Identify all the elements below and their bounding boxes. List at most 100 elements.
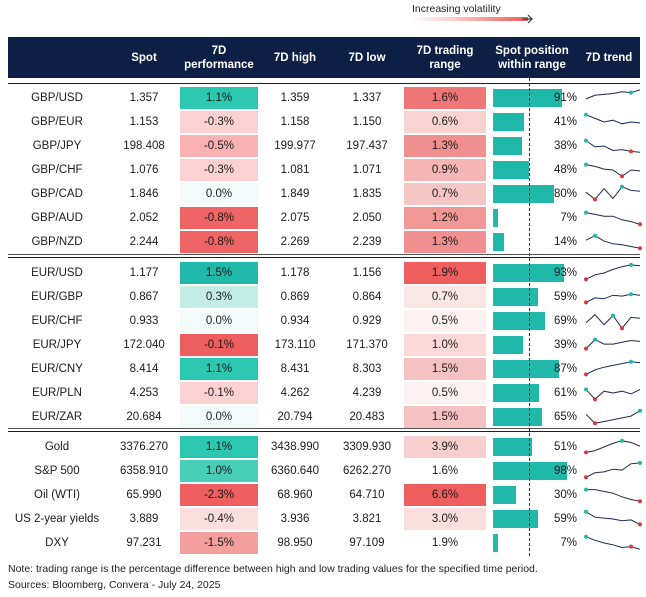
header-spot: Spot	[131, 51, 157, 64]
spot-position-value: 93%	[553, 267, 577, 279]
trend-low-dot	[620, 174, 624, 179]
cell-name: EUR/USD	[31, 267, 83, 279]
trend-high-dot	[629, 359, 633, 364]
trend-high-dot	[584, 162, 588, 167]
trend-low-dot	[584, 277, 588, 282]
cell-spot: 2.244	[129, 236, 159, 248]
cell-name: GBP/CHF	[31, 164, 83, 176]
spot-position-bar	[493, 185, 554, 203]
cell-name: GBP/AUD	[31, 212, 83, 224]
spot-position-value: 91%	[553, 92, 577, 104]
cell-spot: 8.414	[129, 363, 159, 375]
trend-sparkline	[584, 210, 642, 227]
header-7d-high: 7D high	[273, 51, 317, 64]
cell-perf: -0.3%	[180, 159, 258, 181]
trend-line	[585, 114, 641, 125]
trend-low-dot	[593, 197, 597, 202]
cell-name: EUR/GBP	[31, 291, 83, 303]
spot-position-cell: 93%	[493, 262, 577, 284]
cell-spot: 1.076	[129, 164, 159, 176]
trend-low-dot	[584, 372, 588, 377]
cell-range: 1.2%	[404, 207, 486, 229]
cell-spot: 1.846	[129, 188, 159, 200]
cell-spot: 97.231	[126, 537, 162, 549]
trend-sparkline	[585, 89, 641, 100]
table-row: S&P 500 6358.910 1.0% 6360.640 6262.270 1.6% 9…	[8, 460, 642, 482]
cell-spot: 2.052	[129, 212, 159, 224]
spot-position-bar	[493, 462, 568, 480]
cell-name: US 2-year yields	[14, 513, 100, 525]
spot-position-value: 61%	[553, 387, 577, 399]
trend-high-dot	[584, 509, 588, 514]
position-reference-line	[529, 78, 530, 556]
cell-low: 3.821	[352, 513, 382, 525]
spot-position-cell: 30%	[493, 484, 577, 506]
arrow-right-icon	[522, 14, 533, 24]
trend-low-dot	[638, 246, 642, 251]
cell-perf: -0.8%	[180, 207, 258, 229]
cell-range: 6.6%	[404, 484, 486, 506]
spot-position-cell: 65%	[493, 406, 577, 428]
cell-low: 4.239	[352, 387, 382, 399]
table-row: EUR/PLN 4.253 -0.1% 4.262 4.239 0.5% 61%	[8, 382, 641, 404]
table-row: EUR/CNY 8.414 1.1% 8.431 8.303 1.5% 87%	[8, 358, 641, 380]
cell-high: 1.849	[280, 188, 310, 200]
spot-position-cell: 7%	[493, 532, 577, 554]
spot-position-value: 7%	[560, 212, 577, 224]
cell-perf: -0.8%	[180, 231, 258, 253]
cell-low: 1.156	[352, 267, 382, 279]
trend-line	[585, 186, 641, 201]
spot-position-cell: 38%	[493, 135, 577, 157]
cell-name: Oil (WTI)	[34, 489, 80, 501]
cell-spot: 1.177	[129, 267, 159, 279]
cell-high: 2.269	[280, 236, 310, 248]
cell-name: EUR/PLN	[32, 387, 82, 399]
table-row: EUR/USD 1.177 1.5% 1.178 1.156 1.9% 93%	[8, 262, 641, 284]
cell-high: 1.081	[280, 164, 310, 176]
spot-position-value: 65%	[553, 411, 577, 423]
spot-position-value: 39%	[553, 339, 577, 351]
cell-high: 68.960	[277, 489, 313, 501]
trend-high-dot	[638, 408, 642, 413]
table-row: US 2-year yields 3.889 -0.4% 3.936 3.821 3.0%…	[8, 508, 642, 530]
header-spot-position: Spot position within range	[495, 44, 569, 71]
trend-sparkline	[585, 184, 641, 202]
spot-position-bar	[493, 486, 516, 504]
spot-position-bar	[493, 360, 560, 378]
table-row: Gold 3376.270 1.1% 3438.990 3309.930 3.9% 51%	[8, 436, 641, 458]
cell-low: 3309.930	[343, 441, 391, 453]
spot-position-value: 51%	[553, 441, 577, 453]
cell-name: GBP/JPY	[32, 140, 82, 152]
cell-spot: 172.040	[123, 339, 165, 351]
cell-high: 173.110	[274, 339, 316, 351]
table-row: GBP/USD 1.357 1.1% 1.359 1.337 1.6% 91%	[8, 87, 641, 109]
cell-high: 1.178	[280, 267, 310, 279]
spot-position-cell: 7%	[493, 207, 577, 229]
trend-low-dot	[638, 522, 642, 527]
cell-name: EUR/CHF	[31, 315, 83, 327]
table-row: DXY 97.231 -1.5% 98.950 97.109 1.9% 7%	[8, 532, 641, 554]
cell-low: 0.864	[352, 291, 382, 303]
group-separator	[8, 431, 640, 432]
spot-position-cell: 80%	[493, 183, 577, 205]
cell-range: 0.9%	[404, 159, 486, 181]
spot-position-value: 59%	[553, 291, 577, 303]
table-row: GBP/NZD 2.244 -0.8% 2.269 2.239 1.3% 14%	[8, 231, 642, 253]
trend-low-dot	[584, 300, 588, 305]
group-separator	[8, 428, 640, 429]
cell-name: GBP/EUR	[31, 116, 83, 128]
cell-spot: 0.867	[129, 291, 159, 303]
cell-perf: 0.3%	[180, 286, 258, 308]
spot-position-cell: 48%	[493, 159, 577, 181]
cell-low: 1.337	[352, 92, 382, 104]
table-header: Spot 7D performance 7D high 7D low 7D tr…	[8, 37, 640, 78]
cell-perf: -0.5%	[180, 135, 258, 157]
spot-position-bar	[493, 264, 564, 282]
cell-high: 1.158	[280, 116, 310, 128]
cell-perf: 0.0%	[180, 406, 258, 428]
trend-sparkline	[585, 408, 642, 426]
cell-range: 1.3%	[404, 231, 486, 253]
cell-range: 1.3%	[404, 135, 486, 157]
cell-low: 2.239	[352, 236, 382, 248]
spot-position-bar	[493, 510, 538, 528]
